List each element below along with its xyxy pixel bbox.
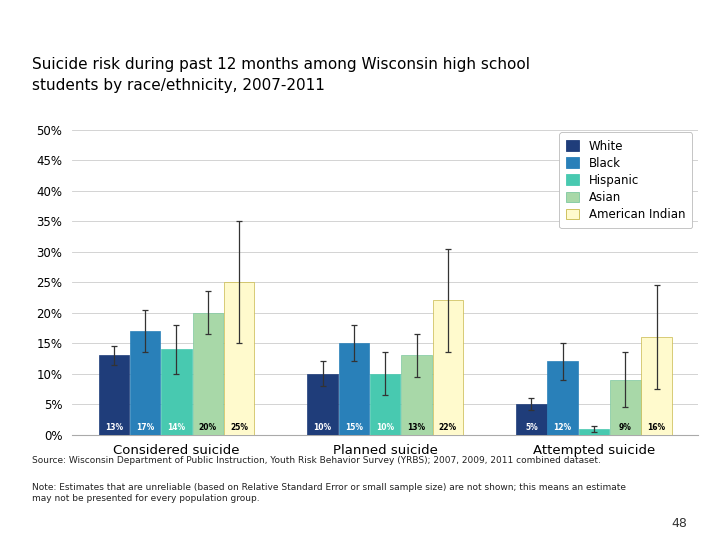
Bar [307, 374, 338, 435]
Bar [547, 361, 578, 435]
Bar [516, 404, 546, 435]
Bar [192, 313, 223, 435]
Text: 5%: 5% [525, 423, 538, 432]
Bar [338, 343, 369, 435]
Text: 10%: 10% [313, 423, 332, 432]
Bar [642, 337, 672, 435]
Text: Note: Estimates that are unreliable (based on Relative Standard Error or small s: Note: Estimates that are unreliable (bas… [32, 483, 626, 503]
Text: 22%: 22% [438, 423, 457, 432]
Text: 13%: 13% [104, 423, 123, 432]
Bar [130, 331, 161, 435]
Text: Mental health among youth: Mental health among youth [540, 8, 713, 22]
Bar [433, 300, 463, 435]
Text: 9%: 9% [619, 423, 631, 432]
Bar [161, 349, 192, 435]
Text: MENTAL HEALTH: MENTAL HEALTH [7, 8, 135, 22]
Bar [401, 355, 432, 435]
Bar [99, 355, 129, 435]
Bar [579, 429, 609, 435]
Text: 48: 48 [672, 517, 688, 530]
Text: Suicide risk during past 12 months among Wisconsin high school
students by race/: Suicide risk during past 12 months among… [32, 57, 531, 93]
Text: 10%: 10% [376, 423, 395, 432]
Text: 20%: 20% [199, 423, 217, 432]
Text: 16%: 16% [647, 423, 666, 432]
Legend: White, Black, Hispanic, Asian, American Indian: White, Black, Hispanic, Asian, American … [559, 132, 693, 228]
Bar [610, 380, 641, 435]
Text: 13%: 13% [408, 423, 426, 432]
Text: 12%: 12% [554, 423, 572, 432]
Text: Source: Wisconsin Department of Public Instruction, Youth Risk Behavior Survey (: Source: Wisconsin Department of Public I… [32, 456, 601, 465]
Bar [370, 374, 400, 435]
Text: 14%: 14% [167, 423, 186, 432]
Text: 25%: 25% [230, 423, 248, 432]
Text: 17%: 17% [136, 423, 154, 432]
Text: 15%: 15% [345, 423, 363, 432]
Bar [224, 282, 254, 435]
